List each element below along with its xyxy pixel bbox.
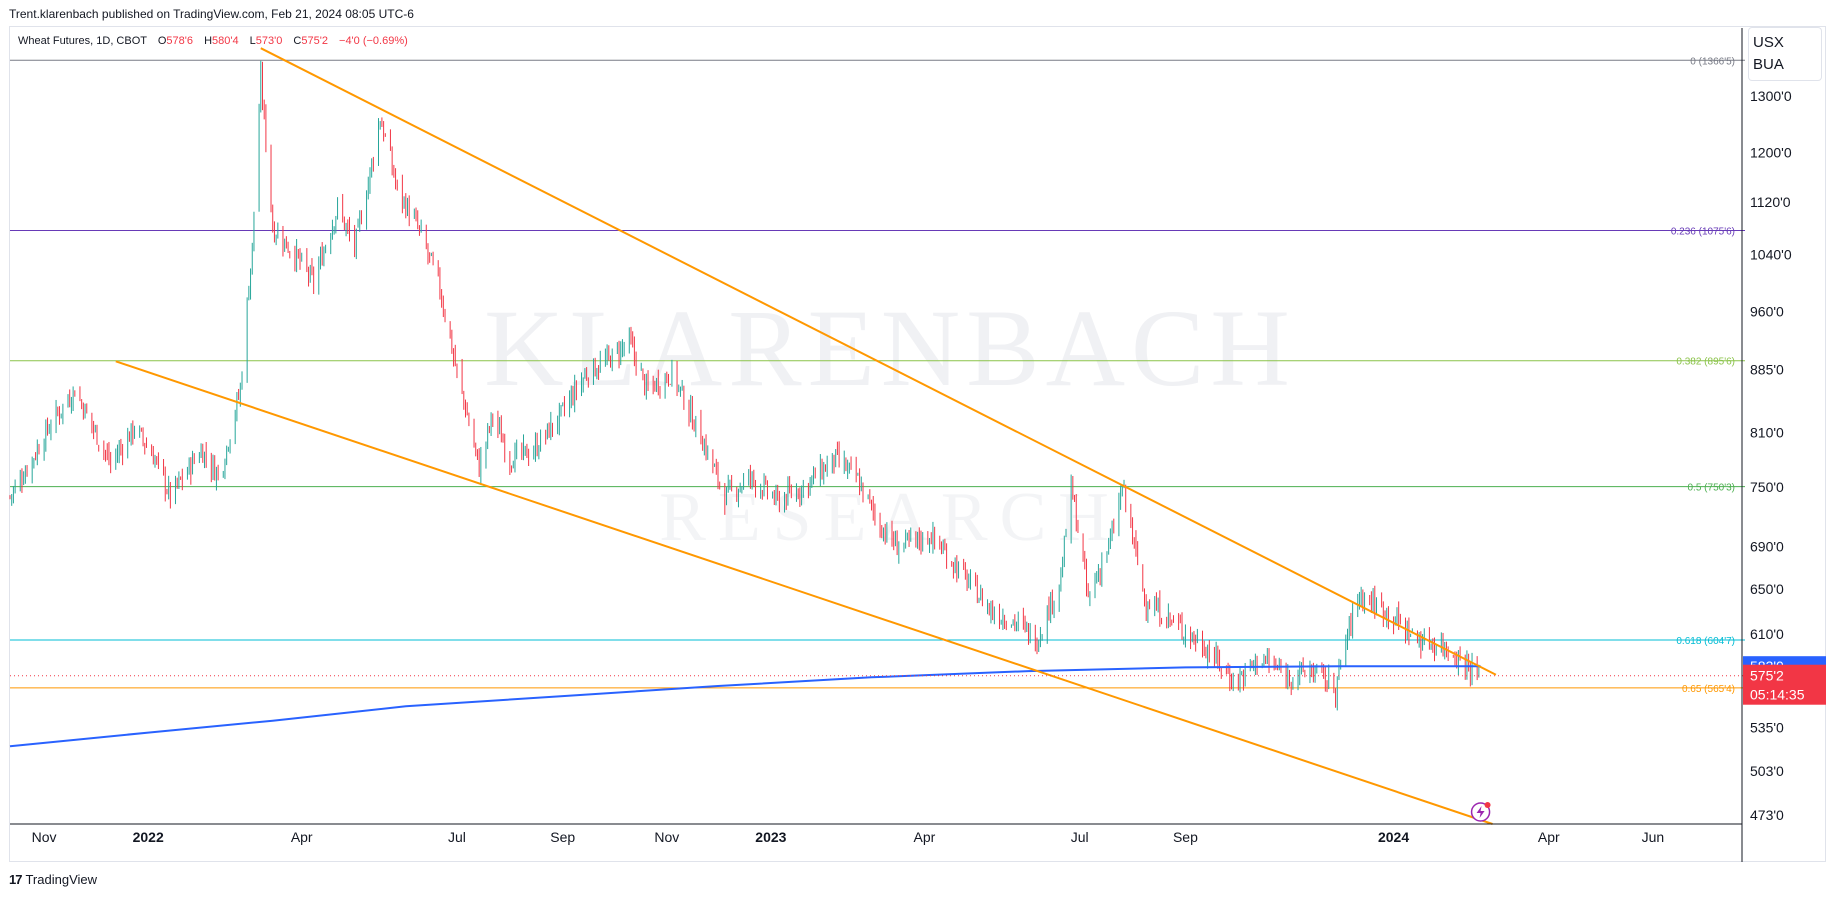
fib-label-1: 0.236 (1075'6)	[1671, 226, 1735, 237]
lower-channel-line	[115, 360, 1493, 825]
legend-low-label: L	[249, 35, 256, 47]
candlestick-series	[9, 60, 1480, 711]
price-tick-label: 750'0	[1750, 479, 1784, 495]
price-tick-label: 1040'0	[1750, 247, 1792, 263]
time-tick-label: Apr	[291, 829, 313, 845]
fib-label-5: 0.65 (565'4)	[1682, 684, 1735, 695]
time-tick-label: Apr	[1538, 829, 1560, 845]
time-tick-label: Sep	[550, 829, 575, 845]
fib-label-0: 0 (1366'5)	[1690, 56, 1735, 67]
legend-open-value: 578'6	[166, 35, 193, 47]
fib-retracement[interactable]: 0 (1366'5) 0.236 (1075'6) 0.382 (895'6) 0.5…	[10, 56, 1745, 695]
price-tick-label: 535'0	[1750, 719, 1784, 735]
last-price-badge	[1743, 664, 1826, 705]
legend-symbol: Wheat Futures, 1D, CBOT	[18, 35, 147, 47]
notification-dot-icon	[1484, 802, 1491, 808]
price-tick-label: 1200'0	[1750, 145, 1792, 161]
price-tick-label: 885'0	[1750, 361, 1784, 377]
chart-frame	[9, 26, 1826, 862]
price-tick-label: 1300'0	[1750, 88, 1792, 104]
time-tick-label: 2022	[133, 829, 164, 845]
time-tick-label: Jul	[448, 829, 466, 845]
fib-label-3: 0.5 (750'3)	[1688, 483, 1736, 494]
moving-average-line[interactable]	[9, 665, 1481, 748]
fib-label-2: 0.382 (895'6)	[1676, 357, 1735, 368]
channel-trendlines[interactable]	[115, 47, 1497, 825]
time-tick-label: 2024	[1378, 829, 1409, 845]
price-tick-label: 1120'0	[1750, 194, 1791, 210]
price-tick-label: 473'0	[1750, 807, 1784, 823]
countdown-label: 05:14:35	[1750, 687, 1805, 703]
time-tick-label: Apr	[914, 829, 936, 845]
lightning-glyph-icon	[1476, 806, 1485, 818]
legend-low-value: 573'0	[255, 35, 283, 47]
chart-extras	[10, 675, 1745, 822]
watermark: KLARENBACH RESEARCH	[484, 287, 1296, 556]
time-tick-label: Jul	[1071, 829, 1089, 845]
time-tick-label: Nov	[654, 829, 679, 845]
time-tick-label: Sep	[1173, 829, 1198, 845]
fib-label-4: 0.618 (604'7)	[1676, 636, 1735, 647]
time-tick-label: 2023	[755, 829, 786, 845]
upper-channel-line	[260, 47, 1497, 676]
footer-brand: TradingView	[25, 872, 98, 887]
watermark-line2: RESEARCH	[659, 479, 1121, 556]
price-axis[interactable]: 1400'01300'01200'01120'01040'0960'0885'0…	[1741, 28, 1792, 862]
price-tick-label: 503'0	[1750, 763, 1784, 779]
symbol-box-line2: BUA	[1753, 56, 1784, 73]
time-tick-label: Jun	[1642, 829, 1665, 845]
ohlc-legend: Wheat Futures, 1D, CBOT O578'6 H580'4 L5…	[18, 35, 408, 47]
published-header: Trent.klarenbach published on TradingVie…	[9, 7, 414, 21]
symbol-box[interactable]: USX BUA	[1749, 28, 1821, 80]
last-price-label: 575'2	[1750, 668, 1784, 684]
legend-change: −4'0 (−0.69%)	[339, 35, 408, 47]
tradingview-logo-icon: 17	[9, 872, 23, 887]
legend-high-value: 580'4	[212, 35, 239, 47]
footer: 17 TradingView	[9, 872, 97, 887]
time-tick-label: Nov	[32, 829, 57, 845]
moving-average-path	[9, 665, 1481, 748]
legend-close-value: 575'2	[301, 35, 328, 47]
time-axis[interactable]: Nov 2022 Apr Jul Sep Nov 2023 Apr Jul Sep 2024 Apr J…	[10, 823, 1742, 845]
symbol-box-line1: USX	[1753, 34, 1784, 51]
price-tick-label: 690'0	[1750, 538, 1784, 554]
legend-high-label: H	[204, 35, 213, 47]
legend-close-label: C	[293, 35, 302, 47]
price-tick-label: 610'0	[1750, 626, 1784, 642]
watermark-line1: KLARENBACH	[484, 287, 1296, 409]
price-axis-labels: 583'0575'205:14:35	[1743, 656, 1826, 705]
legend-open-label: O	[157, 35, 167, 47]
price-tick-label: 810'0	[1750, 424, 1784, 440]
price-tick-label: 650'0	[1750, 581, 1784, 597]
price-tick-label: 960'0	[1750, 303, 1784, 319]
